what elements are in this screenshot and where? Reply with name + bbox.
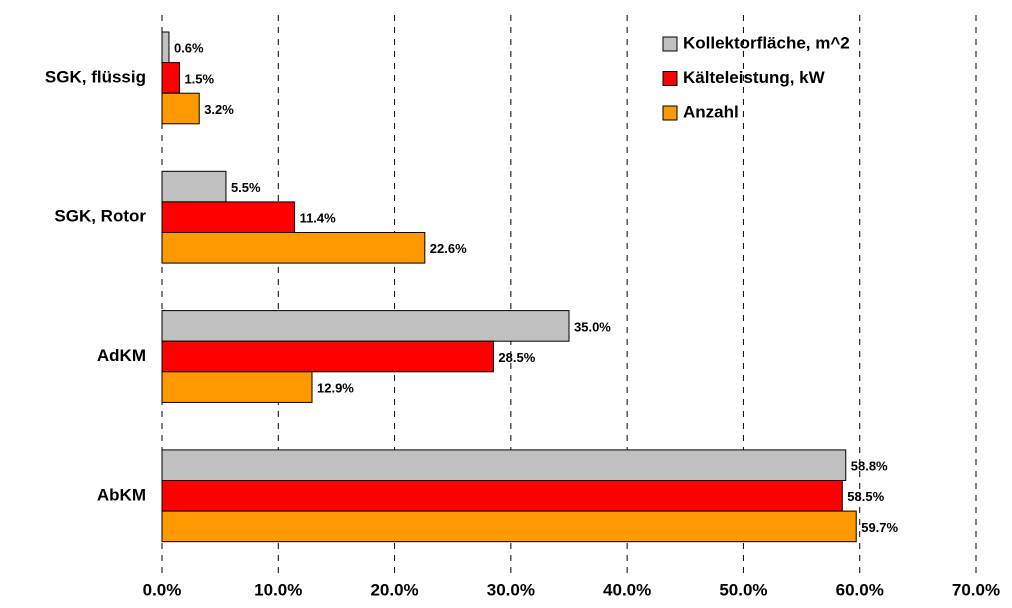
value-label: 22.6% [430, 241, 467, 256]
bar [161, 170, 227, 203]
value-label: 1.5% [184, 71, 214, 86]
bar [161, 92, 200, 125]
category-label: AbKM [97, 485, 146, 504]
value-label: 58.5% [847, 489, 884, 504]
value-label: 3.2% [204, 102, 234, 117]
bar [161, 62, 180, 94]
bar [161, 310, 570, 342]
x-tick-label: 70.0% [952, 580, 1000, 599]
value-label: 12.9% [317, 381, 354, 396]
legend-label: Kälteleistung, kW [683, 68, 826, 87]
category-label: SGK, Rotor [54, 207, 146, 226]
bar [161, 340, 494, 373]
x-tick-label: 50.0% [719, 580, 767, 599]
bar [161, 201, 296, 233]
legend-swatch [662, 71, 678, 86]
bar [161, 31, 170, 64]
category-label: AdKM [97, 346, 146, 365]
bar [161, 371, 313, 403]
legend-swatch [662, 36, 678, 52]
legend-label: Anzahl [683, 102, 739, 121]
value-label: 35.0% [574, 319, 611, 334]
bar [161, 480, 843, 512]
legend-label: Kollektorfläche, m^2 [683, 33, 850, 52]
value-label: 0.6% [174, 41, 204, 56]
value-label: 58.8% [851, 459, 888, 474]
value-label: 5.5% [231, 180, 261, 195]
bar [161, 449, 847, 481]
x-tick-label: 20.0% [370, 580, 418, 599]
bar [161, 232, 426, 264]
category-label: SGK, flüssig [45, 67, 146, 86]
x-tick-label: 60.0% [836, 580, 884, 599]
legend-swatch [662, 105, 678, 121]
x-tick-label: 40.0% [603, 580, 651, 599]
value-label: 59.7% [861, 520, 898, 535]
x-tick-label: 30.0% [487, 580, 535, 599]
bar [161, 510, 857, 543]
value-label: 11.4% [300, 211, 337, 226]
x-tick-label: 0.0% [143, 580, 182, 599]
value-label: 28.5% [498, 350, 535, 365]
x-tick-label: 10.0% [254, 580, 302, 599]
